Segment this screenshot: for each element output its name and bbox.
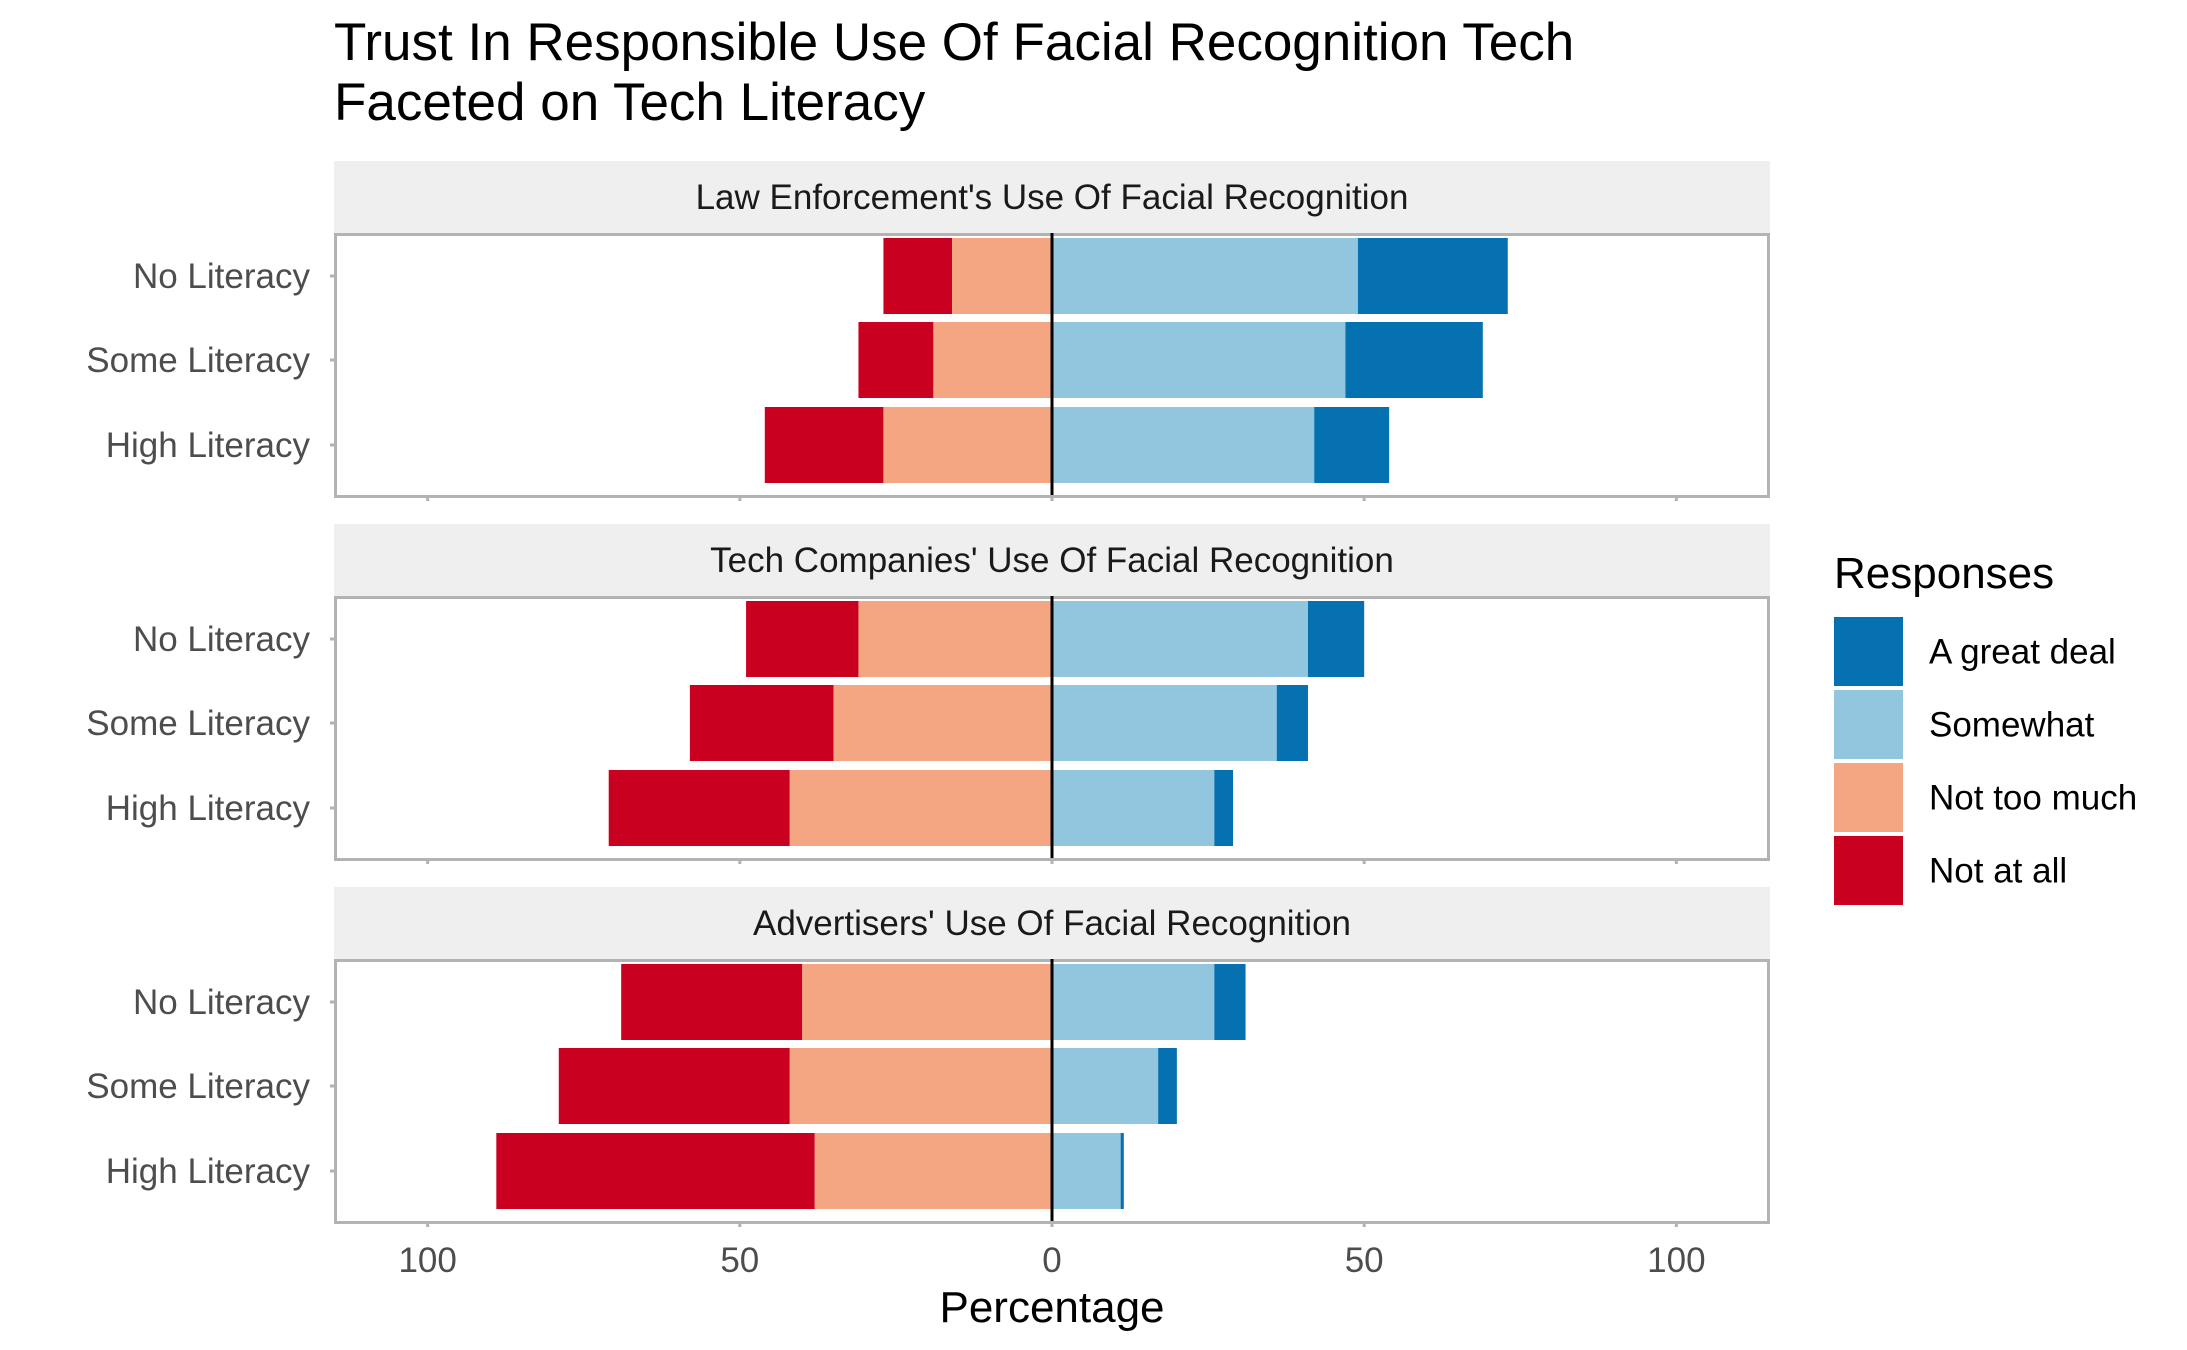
facet-title: Tech Companies' Use Of Facial Recognitio… [710, 541, 1394, 580]
bar-segment-somewhat [1052, 1048, 1159, 1124]
legend-title: Responses [1834, 549, 2054, 598]
facet-title: Advertisers' Use Of Facial Recognition [753, 904, 1351, 943]
bar-segment-somewhat [1052, 407, 1315, 483]
bar-segment-a-great-deal [1314, 407, 1390, 483]
facet-title: Law Enforcement's Use Of Facial Recognit… [696, 178, 1409, 217]
facet-panel: Tech Companies' Use Of Facial Recognitio… [86, 524, 1770, 864]
y-tick-label: No Literacy [133, 983, 311, 1022]
y-tick-label: No Literacy [133, 257, 311, 296]
y-tick-label: High Literacy [106, 1152, 311, 1191]
legend-label: A great deal [1929, 633, 2116, 672]
bar-segment-a-great-deal [1158, 1048, 1177, 1124]
bar-segment-a-great-deal [1276, 685, 1308, 761]
bar-segment-a-great-deal [1357, 238, 1508, 314]
bar-segment-a-great-deal [1307, 601, 1365, 677]
bar-segment-somewhat [1052, 685, 1277, 761]
legend-key [1834, 617, 1903, 686]
y-tick-label: High Literacy [106, 426, 311, 465]
x-axis-label: Percentage [939, 1283, 1164, 1332]
bar-segment-not-too-much [883, 407, 1052, 483]
bar-segment-a-great-deal [1120, 1133, 1124, 1209]
chart-title: Trust In Responsible Use Of Facial Recog… [334, 13, 1589, 132]
y-tick-label: Some Literacy [86, 1067, 310, 1106]
bar-segment-not-too-much [833, 685, 1052, 761]
bar-segment-somewhat [1052, 964, 1215, 1040]
x-tick-label: 50 [1345, 1241, 1384, 1280]
x-tick-label: 100 [398, 1241, 456, 1280]
bar-segment-somewhat [1052, 601, 1308, 677]
bar-segment-a-great-deal [1214, 770, 1234, 846]
facet-strip [334, 524, 1770, 596]
bar-segment-not-too-much [933, 322, 1052, 398]
bar-segment-not-too-much [858, 601, 1052, 677]
bar-segment-somewhat [1052, 1133, 1121, 1209]
bar-segment-a-great-deal [1214, 964, 1246, 1040]
y-tick-label: No Literacy [133, 620, 311, 659]
bar-segment-not-too-much [952, 238, 1052, 314]
chart-title-line-2: Faceted on Tech Literacy [334, 73, 926, 132]
chart-title-line-1: Trust In Responsible Use Of Facial Recog… [334, 13, 1574, 72]
legend-label: Somewhat [1929, 706, 2095, 745]
x-tick-label: 0 [1042, 1241, 1061, 1280]
bar-segment-not-at-all [883, 238, 953, 314]
bar-segment-somewhat [1052, 770, 1215, 846]
y-tick-label: Some Literacy [86, 704, 310, 743]
x-axis: 100 50 0 50 100 [398, 1241, 1705, 1280]
legend: Responses A great deal Somewhat Not too muc… [1834, 549, 2137, 905]
facets: Law Enforcement's Use Of Facial Recognit… [86, 161, 1770, 1227]
bar-segment-not-at-all [496, 1133, 815, 1209]
legend-label: Not at all [1929, 852, 2067, 891]
bar-segment-not-at-all [858, 322, 934, 398]
bar-segment-not-too-much [814, 1133, 1052, 1209]
facet-strip [334, 887, 1770, 959]
bar-segment-not-too-much [789, 1048, 1052, 1124]
bar-segment-not-at-all [558, 1048, 790, 1124]
bar-segment-not-too-much [789, 770, 1052, 846]
y-tick-label: Some Literacy [86, 341, 310, 380]
legend-key [1834, 763, 1903, 832]
bar-segment-not-at-all [746, 601, 859, 677]
bar-segment-not-at-all [764, 407, 884, 483]
bar-segment-not-too-much [802, 964, 1052, 1040]
bar-segment-somewhat [1052, 238, 1358, 314]
facet-panel: Law Enforcement's Use Of Facial Recognit… [86, 161, 1770, 501]
facet-strip [334, 161, 1770, 233]
bar-segment-somewhat [1052, 322, 1346, 398]
x-tick-label: 50 [720, 1241, 759, 1280]
x-tick-label: 100 [1647, 1241, 1705, 1280]
facet-panel: Advertisers' Use Of Facial Recognition No… [86, 887, 1770, 1227]
y-tick-label: High Literacy [106, 789, 311, 828]
bar-segment-not-at-all [689, 685, 834, 761]
legend-key [1834, 836, 1903, 905]
bar-segment-not-at-all [608, 770, 790, 846]
bar-segment-not-at-all [621, 964, 803, 1040]
legend-label: Not too much [1929, 779, 2137, 818]
legend-key [1834, 690, 1903, 759]
bar-segment-a-great-deal [1345, 322, 1483, 398]
